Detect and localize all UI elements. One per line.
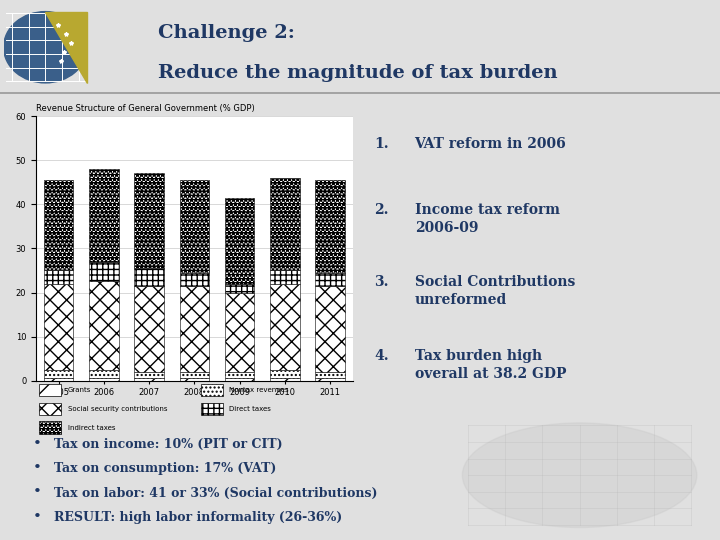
Text: Income tax reform
2006-09: Income tax reform 2006-09 [415, 204, 559, 235]
Circle shape [4, 11, 87, 83]
Bar [225, 198, 254, 284]
Bar [44, 379, 73, 381]
Text: 4.: 4. [374, 349, 389, 363]
Bar [270, 178, 300, 271]
Bar [180, 180, 209, 273]
Text: 3.: 3. [374, 275, 389, 289]
Text: Reduce the magnitude of tax burden: Reduce the magnitude of tax burden [158, 64, 558, 82]
Bar [44, 370, 73, 379]
Text: •: • [32, 437, 41, 451]
Bar [225, 284, 254, 293]
Bar [89, 261, 119, 281]
Bar [44, 271, 73, 284]
Bar [270, 370, 300, 379]
Circle shape [462, 423, 697, 528]
Text: RESULT: high labor informality (26-36%): RESULT: high labor informality (26-36%) [54, 511, 342, 524]
Text: •: • [32, 485, 41, 500]
Text: Social Contributions
unreformed: Social Contributions unreformed [415, 275, 575, 307]
Bar [135, 372, 164, 379]
Bar [89, 281, 119, 370]
Text: •: • [32, 461, 41, 475]
Text: Indirect taxes: Indirect taxes [68, 424, 115, 430]
Bar [89, 169, 119, 261]
Bar [270, 271, 300, 284]
Bar [135, 173, 164, 268]
Bar [315, 180, 345, 273]
FancyBboxPatch shape [201, 403, 223, 415]
Text: Direct taxes: Direct taxes [229, 406, 271, 412]
Polygon shape [45, 11, 87, 83]
Bar [44, 180, 73, 271]
Bar [89, 379, 119, 381]
Text: 1.: 1. [374, 137, 389, 151]
Text: Tax on consumption: 17% (VAT): Tax on consumption: 17% (VAT) [54, 462, 276, 475]
Bar [180, 379, 209, 381]
Bar [225, 379, 254, 381]
Text: Tax on labor: 41 or 33% (Social contributions): Tax on labor: 41 or 33% (Social contribu… [54, 487, 377, 500]
Text: VAT reform in 2006: VAT reform in 2006 [415, 137, 567, 151]
Bar [315, 286, 345, 372]
FancyBboxPatch shape [39, 384, 61, 396]
Bar [180, 273, 209, 286]
Bar [180, 286, 209, 372]
Text: Revenue Structure of General Government (% GDP): Revenue Structure of General Government … [36, 104, 255, 113]
Bar [180, 372, 209, 379]
Bar [315, 379, 345, 381]
Bar [89, 370, 119, 379]
Text: Grants: Grants [68, 387, 91, 393]
Bar [135, 286, 164, 372]
Bar [135, 268, 164, 286]
Bar [270, 379, 300, 381]
Bar [315, 273, 345, 286]
FancyBboxPatch shape [201, 384, 223, 396]
Bar [225, 293, 254, 372]
Bar [270, 284, 300, 370]
Bar [225, 372, 254, 379]
Text: Nontax revenues: Nontax revenues [229, 387, 289, 393]
Text: •: • [32, 510, 41, 524]
Bar [315, 372, 345, 379]
FancyBboxPatch shape [39, 403, 61, 415]
Text: Tax on income: 10% (PIT or CIT): Tax on income: 10% (PIT or CIT) [54, 438, 283, 451]
FancyBboxPatch shape [39, 421, 61, 434]
Text: 2.: 2. [374, 204, 389, 218]
Bar [135, 379, 164, 381]
Text: Social security contributions: Social security contributions [68, 406, 167, 412]
Bar [44, 284, 73, 370]
Text: Challenge 2:: Challenge 2: [158, 24, 295, 42]
Text: Tax burden high
overall at 38.2 GDP: Tax burden high overall at 38.2 GDP [415, 349, 566, 381]
